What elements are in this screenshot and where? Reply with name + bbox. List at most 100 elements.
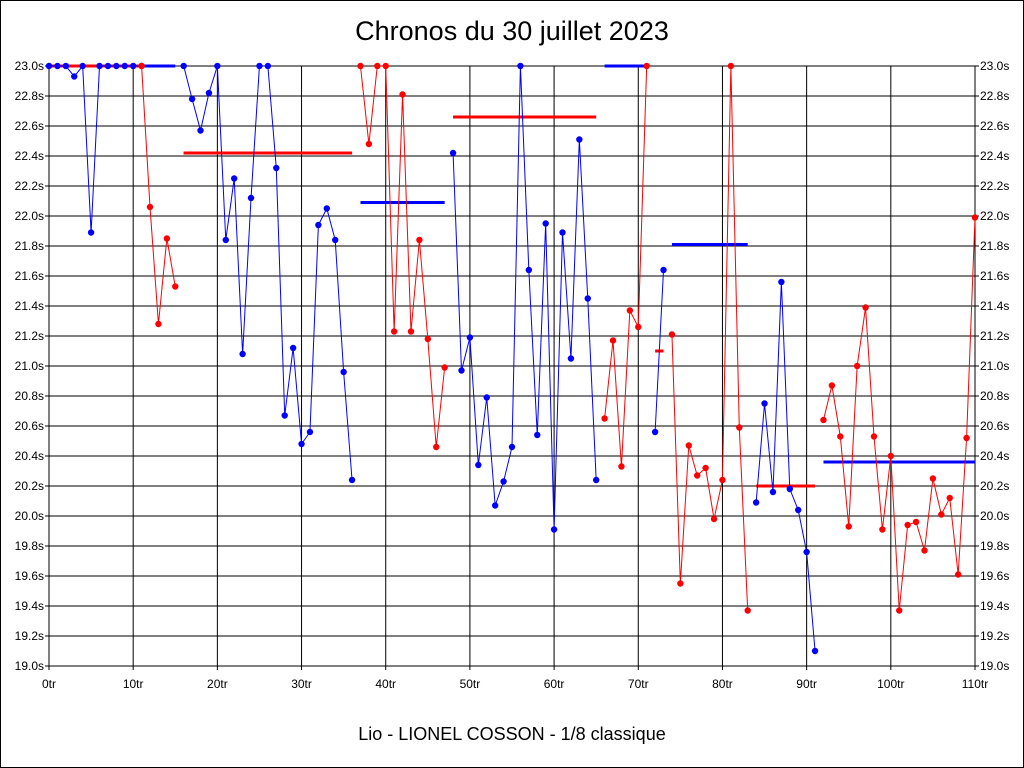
data-point (289, 344, 297, 352)
data-point (761, 400, 768, 407)
y-tick-label-right: 19.8s (980, 539, 1009, 553)
data-point (971, 214, 979, 221)
data-point (862, 304, 869, 311)
y-tick-label-left: 20.0s (15, 509, 44, 523)
data-point (677, 580, 684, 587)
data-point (803, 548, 810, 556)
y-tick-label-left: 19.4s (15, 599, 44, 613)
y-tick-label-right: 22.0s (980, 209, 1009, 223)
data-point (635, 323, 642, 331)
data-point (365, 140, 373, 148)
y-tick-label-left: 19.2s (15, 629, 44, 643)
data-point (828, 382, 836, 389)
y-tick-label-right: 22.2s (980, 179, 1009, 193)
data-point (491, 502, 499, 509)
data-point (954, 571, 962, 578)
y-tick-label-left: 19.8s (15, 539, 44, 553)
series-line-stint-8 (671, 65, 749, 611)
y-tick-label-left: 21.6s (15, 269, 44, 283)
data-point (559, 229, 566, 236)
data-point (188, 95, 196, 103)
data-point (517, 62, 524, 70)
data-point (256, 62, 263, 70)
data-point (104, 62, 112, 70)
y-tick-label-right: 23.0s (980, 59, 1009, 73)
data-point (332, 236, 339, 244)
data-point (62, 62, 70, 70)
data-point (500, 478, 507, 485)
data-point (870, 433, 878, 440)
data-point (710, 515, 718, 523)
data-point (525, 266, 533, 274)
data-point (475, 461, 482, 469)
y-tick-label-right: 21.6s (980, 269, 1009, 283)
data-point (146, 203, 154, 211)
y-tick-label-left: 22.0s (15, 209, 44, 223)
data-point (138, 62, 145, 70)
data-point (45, 62, 53, 70)
data-point (357, 62, 364, 70)
y-tick-label-right: 20.8s (980, 389, 1009, 403)
data-point (534, 431, 541, 439)
y-tick-label-right: 22.8s (980, 89, 1009, 103)
data-point (837, 433, 844, 440)
y-tick-label-left: 22.6s (15, 119, 44, 133)
data-point (694, 472, 701, 479)
data-point (719, 476, 726, 484)
data-point (946, 494, 953, 502)
data-point (315, 221, 322, 229)
y-tick-label-left: 22.2s (15, 179, 44, 193)
x-tick-label: 70tr (628, 677, 649, 691)
series-line-stint-2 (141, 65, 176, 325)
data-point (441, 364, 448, 371)
data-point (172, 283, 179, 290)
data-point (896, 607, 903, 614)
data-point (929, 475, 937, 482)
data-point (550, 526, 558, 533)
y-tick-label-right: 19.6s (980, 569, 1009, 583)
data-point (592, 476, 600, 484)
data-point (795, 506, 802, 514)
x-tick-label: 90tr (796, 677, 817, 691)
data-point (54, 62, 61, 70)
data-point (904, 521, 911, 529)
data-point (71, 73, 78, 80)
x-tick-label: 30tr (291, 677, 312, 691)
x-tick-label: 40tr (375, 677, 396, 691)
y-tick-label-left: 20.4s (15, 449, 44, 463)
data-point (382, 62, 389, 70)
y-tick-label-right: 20.2s (980, 479, 1009, 493)
data-point (231, 175, 238, 182)
y-tick-label-left: 19.6s (15, 569, 44, 583)
data-point (618, 463, 625, 470)
data-point (567, 355, 575, 362)
data-point (129, 62, 137, 70)
data-point (963, 434, 970, 442)
data-point (205, 89, 213, 97)
series-line-stint-6 (604, 65, 648, 467)
data-point (340, 368, 347, 376)
data-point (407, 328, 415, 335)
data-point (912, 518, 920, 526)
data-point (449, 149, 457, 157)
y-tick-label-left: 20.6s (15, 419, 44, 433)
data-point (542, 220, 549, 227)
data-point (921, 547, 928, 554)
data-point (298, 440, 305, 448)
y-tick-label-right: 19.0s (980, 659, 1009, 673)
data-point (424, 335, 432, 343)
y-tick-label-left: 20.2s (15, 479, 44, 493)
data-point (727, 62, 735, 70)
chart-x-axis-label: Lio - LIONEL COSSON - 1/8 classique (358, 724, 666, 744)
chart-title: Chronos du 30 juillet 2023 (355, 16, 669, 46)
data-point (239, 350, 246, 358)
data-point (508, 443, 516, 451)
series-line-stint-1 (49, 64, 142, 233)
data-point (736, 424, 743, 431)
data-point (458, 367, 465, 374)
data-point (786, 485, 793, 493)
y-tick-label-right: 21.4s (980, 299, 1009, 313)
series-line-stint-3 (183, 65, 353, 481)
y-tick-label-right: 19.4s (980, 599, 1009, 613)
